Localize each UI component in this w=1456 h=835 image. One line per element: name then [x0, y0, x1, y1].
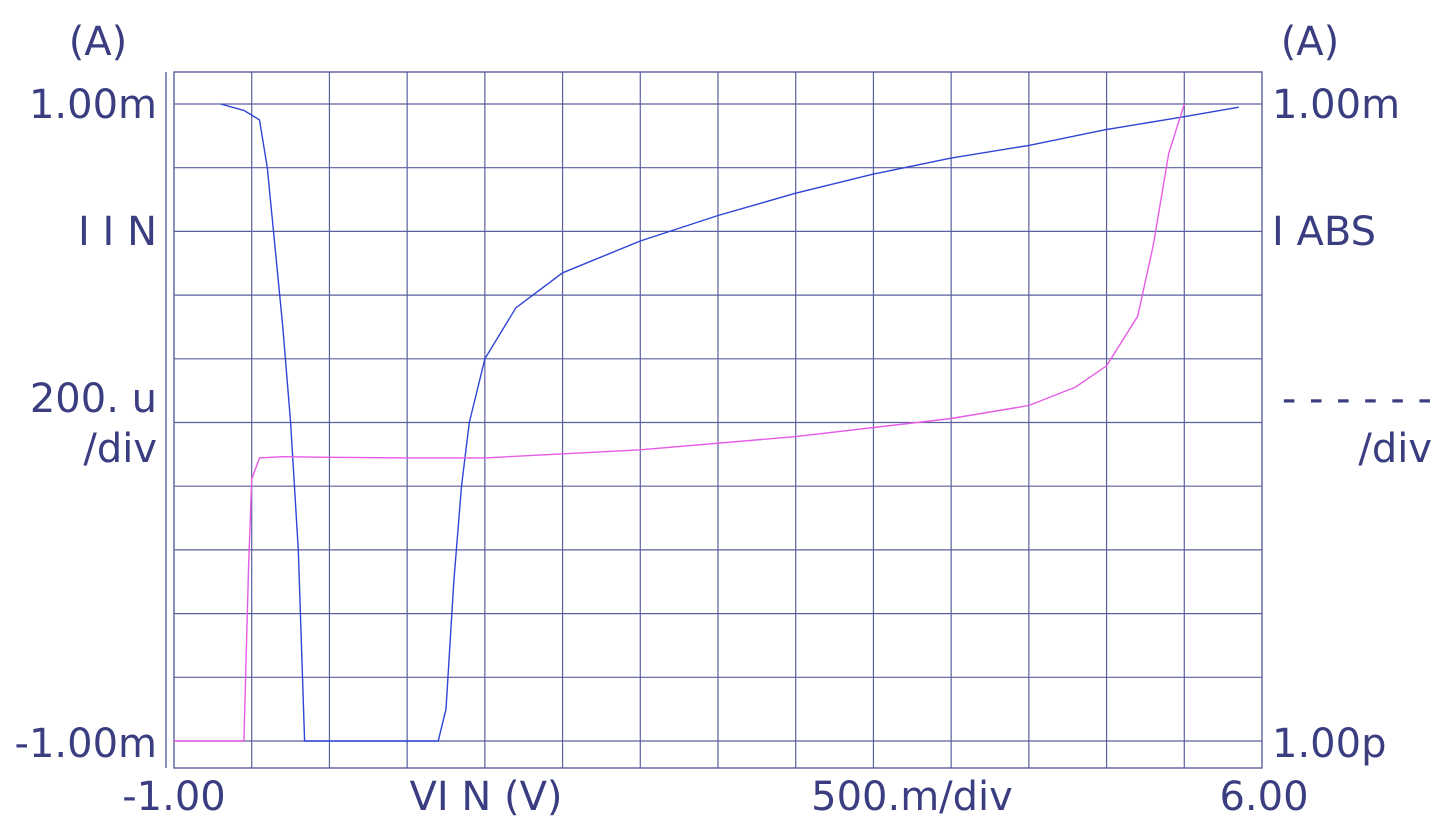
left-axis-name: I I N — [78, 209, 157, 255]
plot-frame — [173, 71, 1263, 769]
right-scale-label: - - - - - - — [1282, 376, 1432, 422]
right-top-tick: 1.00m — [1272, 82, 1400, 128]
right-unit-label: (A) — [1281, 19, 1340, 65]
left-unit-label: (A) — [69, 19, 128, 65]
left-bottom-tick: -1.00m — [15, 721, 157, 767]
traces — [174, 103, 1239, 742]
x-max-tick: 6.00 — [1219, 774, 1308, 820]
left-top-tick: 1.00m — [29, 82, 157, 128]
iabs-trace — [174, 103, 1185, 742]
x-scale-label: 500.m/div — [811, 774, 1013, 820]
iin-trace — [220, 103, 1239, 742]
right-div-label: /div — [1358, 426, 1432, 472]
left-div-label: /div — [83, 426, 157, 472]
grid — [174, 72, 1262, 768]
right-bottom-tick: 1.00p — [1272, 721, 1386, 767]
x-axis-name: VI N (V) — [409, 774, 562, 820]
x-min-tick: -1.00 — [122, 774, 226, 820]
right-axis-name: I ABS — [1272, 209, 1376, 255]
left-scale-label: 200. u — [30, 376, 157, 422]
